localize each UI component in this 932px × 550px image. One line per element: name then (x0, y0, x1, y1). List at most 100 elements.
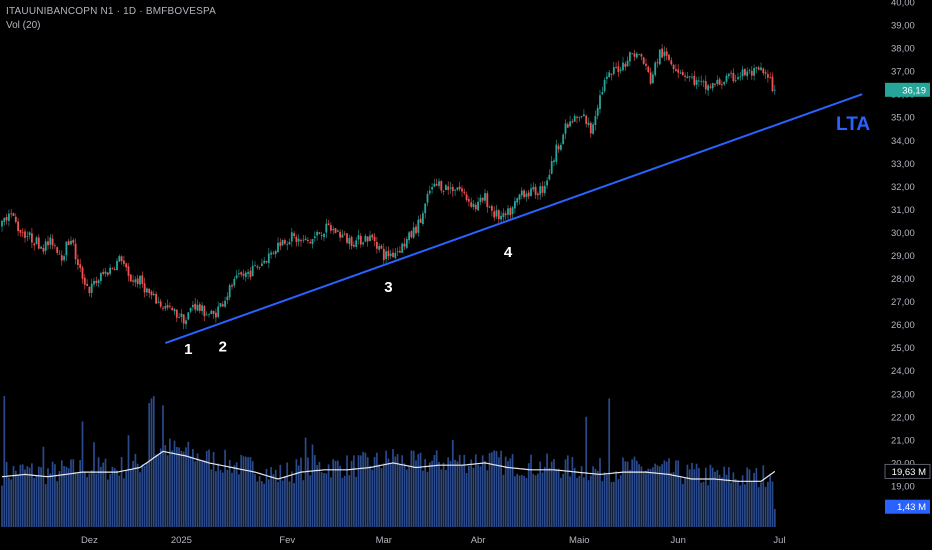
candle (525, 190, 528, 202)
volume-bar (635, 460, 638, 527)
y-tick-label: 34,00 (891, 136, 915, 147)
candle (242, 269, 245, 280)
volume-bar (571, 457, 574, 527)
candle (470, 197, 473, 209)
y-tick-label: 29,00 (891, 251, 915, 262)
volume-bar (714, 471, 716, 527)
candle (251, 260, 254, 277)
volume-bar (748, 469, 751, 527)
volume-bar (679, 476, 682, 527)
candle (215, 308, 217, 323)
volume-bar (509, 458, 512, 527)
volume-bar (771, 481, 774, 527)
volume-bar (642, 472, 645, 527)
candle (633, 49, 636, 61)
candle (125, 262, 128, 271)
volume-bar (711, 467, 714, 527)
volume-bar (33, 478, 36, 527)
volume-bar (44, 484, 47, 527)
volume-bar (111, 466, 114, 527)
candle (353, 241, 355, 248)
candle (491, 204, 493, 217)
candle (445, 184, 447, 191)
volume-bar (327, 464, 330, 527)
candle (702, 79, 705, 88)
volume-bar (472, 467, 475, 527)
volume-bar (599, 458, 601, 527)
candle (504, 211, 507, 220)
volume-bar (187, 441, 190, 527)
volume-bar (463, 454, 466, 527)
candle (479, 194, 482, 206)
candle (580, 115, 583, 119)
volume-bar (159, 448, 162, 527)
volume-bar (527, 463, 530, 527)
volume-bar (371, 469, 374, 527)
candle (5, 213, 8, 225)
volume-bar (54, 464, 56, 527)
volume-bar (77, 473, 79, 527)
candle (93, 277, 95, 288)
candle (385, 246, 387, 264)
volume-bar (755, 467, 758, 527)
candle (454, 188, 456, 196)
candle (442, 189, 445, 196)
volume-bar (148, 402, 151, 527)
candle (399, 246, 401, 253)
volume-bar (224, 449, 226, 527)
candle (497, 208, 500, 224)
volume-bar (507, 461, 509, 527)
candle (695, 76, 698, 89)
candle (465, 191, 468, 203)
volume-bar (14, 470, 17, 527)
volume-bar (479, 466, 482, 527)
candle (205, 311, 208, 316)
volume-bar (399, 464, 401, 527)
volume-bar (272, 474, 275, 527)
volume-bar (495, 451, 498, 527)
volume-bar (97, 457, 100, 527)
candle (231, 282, 233, 290)
volume-bar (173, 440, 176, 527)
volume-bar (649, 468, 652, 527)
candle (201, 302, 203, 315)
candle (327, 219, 330, 226)
volume-bar (185, 447, 187, 527)
candle (405, 236, 408, 250)
candle (336, 229, 339, 232)
candle (247, 268, 249, 280)
volume-bar (488, 453, 491, 527)
x-tick-label: Abr (471, 535, 486, 546)
candle (578, 116, 581, 122)
candle (10, 208, 13, 218)
candle (392, 248, 394, 259)
candle (560, 142, 562, 152)
candle (509, 205, 512, 221)
volume-bar (353, 455, 355, 527)
volume-bar (592, 466, 594, 527)
candle (412, 221, 415, 240)
candle (573, 113, 576, 122)
volume-bar (435, 450, 438, 527)
volume-bar (40, 467, 42, 527)
volume-bar (21, 464, 24, 527)
volume-bar (175, 446, 178, 527)
candle (661, 44, 663, 59)
volume-bar (196, 453, 199, 527)
volume-bar (235, 462, 238, 527)
candle (70, 236, 72, 246)
candle (447, 181, 450, 195)
candle (502, 208, 505, 221)
volume-bar (127, 435, 130, 527)
volume-bar (695, 463, 698, 527)
candle (527, 189, 530, 200)
volume-bar (205, 450, 208, 527)
candle (698, 76, 700, 87)
volume-bar (468, 465, 470, 527)
volume-bar (725, 474, 728, 527)
candle (428, 185, 431, 196)
volume-bar (656, 465, 659, 527)
candle (300, 238, 302, 247)
volume-bar (523, 475, 525, 527)
